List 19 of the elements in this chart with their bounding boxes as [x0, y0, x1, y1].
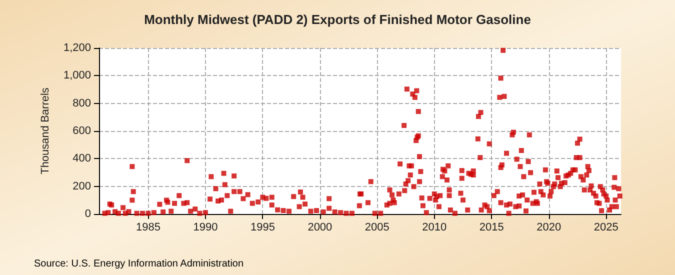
x-tick-label: 2015: [479, 222, 504, 234]
x-tick-label: 1990: [193, 222, 218, 234]
x-tick-label: 2000: [308, 222, 332, 234]
y-tick-label: 600: [72, 125, 91, 137]
x-tick-label: 2005: [364, 222, 390, 234]
y-tick-label: 800: [72, 97, 91, 110]
x-tick-label: 1995: [250, 222, 275, 234]
y-tick-label: 400: [72, 152, 91, 165]
y-tick-label: 200: [72, 180, 91, 192]
y-axis-title: Thousand Barrels: [40, 87, 52, 174]
chart-title: Monthly Midwest (PADD 2) Exports of Finished Motor Gasoline: [144, 12, 531, 27]
y-tick-label: 1,000: [63, 70, 91, 82]
x-tick-label: 2010: [422, 222, 447, 234]
source-note: Source: U.S. Energy Information Administration: [34, 258, 244, 270]
y-tick-label: 0: [84, 208, 91, 220]
x-tick-label: 1985: [136, 222, 160, 234]
x-tick-label: 2025: [594, 222, 618, 234]
x-tick-label: 2020: [536, 222, 562, 234]
y-tick-label: 1,200: [63, 42, 91, 54]
